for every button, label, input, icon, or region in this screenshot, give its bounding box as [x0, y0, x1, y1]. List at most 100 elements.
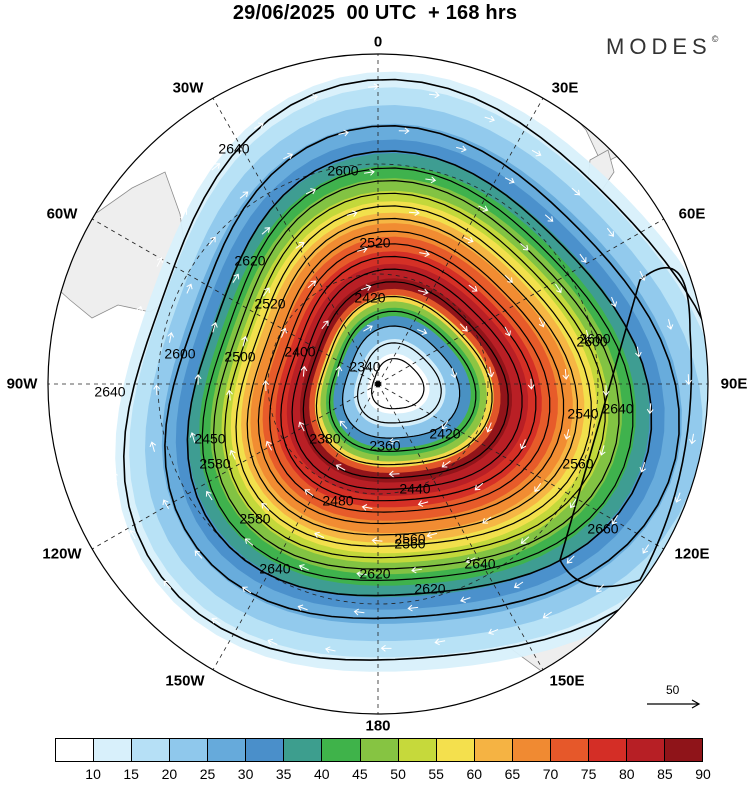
wind-arrow-12	[321, 320, 329, 330]
wind-arrow-80	[283, 153, 294, 160]
wind-arrow-70	[411, 566, 422, 574]
wind-arrow-26	[419, 250, 430, 258]
contour-line-4	[315, 295, 493, 466]
meridian-8	[92, 383, 379, 550]
wind-arrow-92	[566, 555, 575, 564]
wind-arrow-106	[253, 122, 264, 129]
contour-line-5	[302, 281, 509, 479]
wind-arrow-66	[599, 445, 606, 456]
wind-arrow-86	[579, 253, 587, 263]
brand-text: MODES	[606, 34, 712, 59]
contour-line-12	[224, 192, 606, 559]
colorbar-label-85: 85	[657, 766, 673, 782]
contour-label: 2340	[349, 359, 380, 375]
colorbar-label-80: 80	[619, 766, 635, 782]
wind-arrow-118	[674, 492, 682, 503]
wind-arrow-107	[307, 94, 319, 101]
colorbar-labels: 10 15 20 25 30 35 40 45 50 55 60 65 70 75 80 85 90	[55, 766, 710, 782]
contour-label: 2660	[587, 521, 618, 537]
contour-label: 2600	[579, 331, 610, 347]
wind-arrow-25	[357, 246, 368, 253]
wind-arrow-22	[262, 380, 270, 391]
wind-arrow-32	[371, 537, 383, 544]
wind-arrow-59	[364, 168, 375, 176]
wind-arrow-67	[569, 498, 577, 509]
colorbar-label-65: 65	[504, 766, 521, 782]
reference-vector-label: 50	[666, 683, 680, 697]
meridian-4	[377, 383, 664, 550]
wind-arrow-124	[380, 644, 392, 652]
colorbar-label-15: 15	[123, 766, 139, 782]
wind-arrow-105	[211, 163, 221, 171]
wind-arrow-64	[584, 329, 592, 341]
wind-arrow-50	[298, 564, 309, 571]
wind-arrow-95	[407, 604, 419, 612]
lon-label-120e: 120E	[674, 545, 710, 563]
lon-label-30e: 30E	[551, 79, 579, 97]
wind-arrow-75	[153, 384, 161, 396]
wind-arrow-99	[111, 471, 118, 483]
contour-line-15	[186, 150, 653, 597]
colorbar	[55, 738, 703, 762]
wind-arrow-14	[418, 288, 429, 296]
contour-label: 2450	[194, 431, 225, 447]
wind-arrow-97	[297, 604, 308, 611]
colorbar-label-40: 40	[314, 766, 330, 782]
colorbar-swatch-13	[550, 739, 589, 761]
contour-label: 2640	[464, 556, 495, 572]
colorbar-swatch-0	[56, 739, 95, 761]
wind-arrow-31	[474, 482, 484, 491]
lon-label-180: 180	[365, 717, 391, 735]
wind-arrow-24	[307, 280, 317, 289]
lon-label-60w: 60W	[46, 205, 78, 223]
lon-label-90w: 90W	[6, 375, 38, 393]
lon-label-90e: 90E	[720, 375, 748, 393]
contour-labels: 2640 2600 2620 2520 2420 2600 2340 2400 2500 2520…	[94, 141, 633, 597]
brand-mark: ©	[711, 34, 719, 44]
reference-vector-arrow	[647, 699, 701, 709]
wind-arrow-83	[456, 145, 467, 153]
wind-arrow-114	[639, 270, 646, 281]
wind-arrow-88	[635, 346, 642, 358]
wind-arrow-72	[194, 550, 203, 559]
wind-arrow-58	[305, 188, 316, 195]
wind-arrow-78	[208, 236, 216, 246]
wind-arrow-5	[417, 328, 428, 335]
colorbar-label-20: 20	[161, 766, 178, 782]
wind-arrow-35	[229, 449, 236, 460]
contour-label: 2600	[164, 346, 195, 362]
colorbar-swatch-9	[398, 739, 437, 761]
contour-label: 2600	[327, 163, 358, 179]
wind-arrow-93	[513, 581, 524, 589]
colorbar-label-70: 70	[542, 766, 559, 782]
wind-arrow-23	[280, 327, 287, 338]
colorbar-swatch-14	[588, 739, 627, 761]
contour-line-14	[201, 167, 634, 582]
wind-arrow-34	[261, 502, 270, 511]
wind-arrow-28	[504, 326, 511, 337]
wind-arrow-46	[563, 429, 571, 440]
wind-arrow-126	[267, 638, 278, 646]
wind-arrow-96	[353, 608, 365, 616]
wind-arrow-17	[485, 422, 493, 433]
wind-arrow-6	[450, 367, 458, 379]
wind-arrow-1	[388, 437, 400, 445]
wind-arrow-49	[426, 531, 438, 539]
wind-arrow-76	[167, 331, 175, 343]
contour-line-7	[280, 255, 537, 502]
wind-arrow-120	[596, 584, 605, 593]
wind-arrow-36	[226, 389, 233, 401]
wind-arrow-127	[211, 617, 221, 625]
wind-arrow-51	[244, 538, 254, 546]
contour-label: 2360	[369, 438, 400, 454]
contour-line-0	[370, 358, 425, 410]
wind-arrow-11	[300, 365, 308, 377]
contour-line-1	[356, 342, 442, 424]
wind-arrow-3	[335, 365, 343, 377]
wind-arrow-52	[205, 490, 213, 501]
wind-arrow-47	[534, 483, 542, 493]
wind-arrow-21	[265, 440, 273, 451]
colorbar-swatch-6	[284, 739, 323, 761]
meridian-7	[212, 383, 379, 670]
